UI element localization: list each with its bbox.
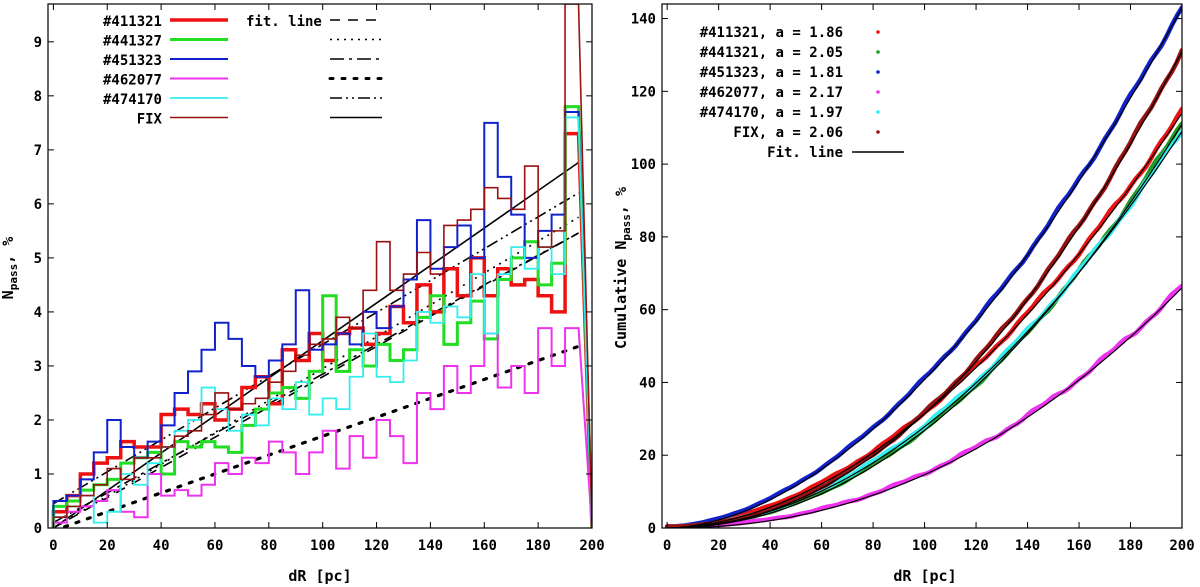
x-tick-label: 80 — [260, 538, 277, 554]
histogram-series-474170 — [52, 116, 592, 528]
legend-label: #451323 — [103, 53, 162, 69]
histogram-x-axis-label: dR [pc] — [288, 567, 351, 585]
legend-marker — [876, 30, 880, 34]
cumulative-fit-line-451323 — [667, 7, 1182, 528]
legend-label: #462077, a = 2.17 — [700, 85, 843, 101]
y-tick-label: 9 — [34, 35, 42, 51]
y-tick-label: 8 — [34, 89, 42, 105]
x-tick-label: 20 — [710, 538, 727, 554]
fit-line-451323 — [52, 232, 579, 524]
cumulative-fit-line-441321 — [667, 123, 1182, 528]
legend-marker — [876, 70, 880, 74]
x-tick-label: 80 — [865, 538, 882, 554]
cumulative-y-axis-label: Cumulative Npass, % — [612, 187, 633, 349]
legend-label: #441321, a = 2.05 — [700, 45, 843, 61]
x-tick-label: 60 — [813, 538, 830, 554]
x-tick-label: 100 — [912, 538, 937, 554]
cumulative-plot-area — [664, 5, 1182, 528]
y-tick-label: 40 — [639, 375, 656, 391]
cumulative-series-462077 — [664, 283, 1182, 528]
x-tick-label: 160 — [472, 538, 497, 554]
x-tick-label: 120 — [963, 538, 988, 554]
histogram-frame — [47, 3, 593, 529]
cumulative-fit-line-411321 — [667, 112, 1182, 528]
y-tick-label: 120 — [631, 84, 656, 100]
x-tick-label: 120 — [364, 538, 389, 554]
legend-marker — [876, 110, 880, 114]
x-tick-label: 160 — [1066, 538, 1091, 554]
x-tick-label: 0 — [49, 538, 57, 554]
x-tick-label: 60 — [207, 538, 224, 554]
histogram-y-axis-label: Npass, % — [0, 237, 20, 300]
histogram-chart: fit. line #411321 #441327 #451323 #462077 #47… — [0, 3, 605, 585]
legend-fit-header: fit. line — [246, 14, 322, 30]
y-tick-label: 0 — [34, 521, 42, 537]
y-tick-label: 1 — [34, 467, 42, 483]
legend-label: #451323, a = 1.81 — [700, 65, 843, 81]
legend-label: #474170 — [103, 92, 162, 108]
fit-line-FIX — [52, 161, 579, 528]
histogram-plot-area — [51, 4, 592, 528]
x-tick-label: 0 — [663, 538, 671, 554]
y-tick-label: 2 — [34, 413, 42, 429]
cumulative-frame — [661, 3, 1183, 529]
y-tick-label: 0 — [648, 521, 656, 537]
y-tick-label: 80 — [639, 230, 656, 246]
legend-fit-label: Fit. line — [767, 145, 843, 161]
fit-line-474170 — [52, 192, 579, 505]
legend-label: #474170, a = 1.97 — [700, 105, 843, 121]
cumulative-series-411321 — [664, 106, 1182, 528]
cumulative-series-FIX — [664, 47, 1182, 528]
cumulative-fit-line-FIX — [667, 51, 1182, 528]
legend-label: #462077 — [103, 73, 162, 89]
x-tick-label: 40 — [762, 538, 779, 554]
legend-marker — [876, 90, 880, 94]
histogram-legend: fit. line #411321 #441327 #451323 #462077 #47… — [103, 14, 384, 128]
y-tick-label: 5 — [34, 251, 42, 267]
legend-label: FIX, a = 2.06 — [733, 125, 843, 141]
cumulative-x-axis-label: dR [pc] — [893, 567, 956, 585]
x-tick-label: 140 — [1015, 538, 1040, 554]
cumulative-legend: #411321, a = 1.86 #441321, a = 2.05 #45132… — [700, 25, 904, 161]
x-tick-label: 180 — [1118, 538, 1143, 554]
legend-label: #411321 — [103, 14, 162, 30]
x-tick-label: 200 — [579, 538, 604, 554]
fit-line-411321 — [52, 232, 579, 528]
legend-label: #441327 — [103, 34, 162, 50]
y-tick-label: 140 — [631, 12, 656, 28]
y-tick-label: 60 — [639, 303, 656, 319]
fit-line-462077 — [56, 344, 581, 528]
cumulative-fit-line-462077 — [667, 287, 1182, 528]
legend-marker — [876, 50, 880, 54]
histogram-series-FIX — [52, 4, 592, 528]
legend-label: #411321, a = 1.86 — [700, 25, 843, 41]
cumulative-chart: #411321, a = 1.86 #441321, a = 2.05 #45132… — [612, 3, 1195, 585]
legend-label: FIX — [137, 112, 163, 128]
y-tick-label: 7 — [34, 143, 42, 159]
x-tick-label: 40 — [153, 538, 170, 554]
x-tick-label: 180 — [525, 538, 550, 554]
x-tick-label: 100 — [310, 538, 335, 554]
x-tick-label: 140 — [418, 538, 443, 554]
y-tick-label: 100 — [631, 157, 656, 173]
y-tick-label: 6 — [34, 197, 42, 213]
y-tick-label: 3 — [34, 359, 42, 375]
x-tick-label: 20 — [99, 538, 116, 554]
legend-marker — [876, 130, 880, 134]
y-tick-label: 20 — [639, 448, 656, 464]
y-tick-label: 4 — [34, 305, 42, 321]
x-tick-label: 200 — [1169, 538, 1194, 554]
